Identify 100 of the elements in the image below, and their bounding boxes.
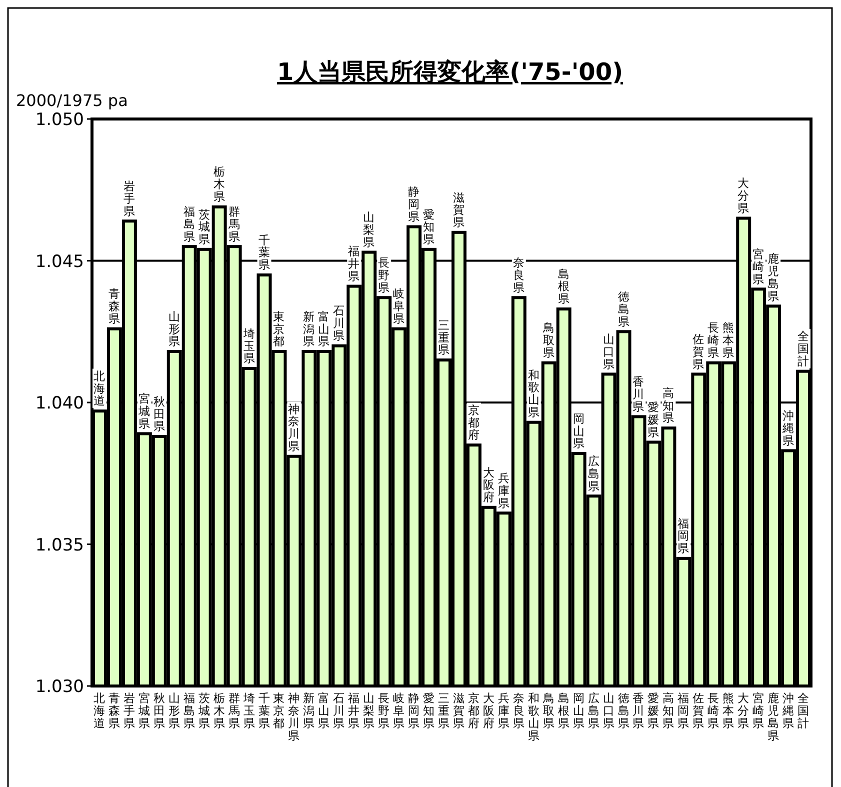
data-label: 滋賀県 [452, 190, 465, 230]
data-label: 長崎県 [708, 320, 720, 360]
data-label: 東京都 [273, 309, 286, 348]
x-tick-label: 富山県 [318, 691, 330, 730]
data-label: 愛知県 [423, 207, 436, 246]
data-label: 宮城県 [137, 392, 150, 430]
data-label: 香川県 [632, 374, 645, 414]
x-tick-label: 福井県 [348, 691, 360, 730]
data-label: 鹿児島県 [768, 252, 780, 303]
x-tick-label: 新潟県 [303, 691, 316, 730]
data-label: 岡山県 [572, 411, 585, 450]
data-label: 山口県 [602, 332, 615, 371]
data-label: 鳥取県 [542, 320, 555, 360]
data-label: 富山県 [318, 309, 330, 348]
x-tick-label: 香川県 [632, 691, 645, 730]
x-tick-label: 鹿児島県 [768, 691, 780, 742]
x-tick-label: 徳島県 [618, 691, 630, 730]
x-tick-label: 佐賀県 [692, 691, 705, 730]
x-tick-label: 群馬県 [227, 691, 240, 730]
x-tick-label: 沖縄県 [782, 691, 795, 730]
data-label: 大分県 [738, 176, 750, 215]
data-label: 山梨県 [363, 210, 376, 249]
data-label: 新潟県 [303, 309, 316, 348]
x-tick-label: 山梨県 [363, 691, 376, 730]
y-tick-label: 1.035 [35, 535, 84, 556]
data-label: 岩手県 [123, 178, 136, 218]
data-label: 三重県 [438, 318, 450, 357]
data-label: 福井県 [348, 244, 360, 283]
data-label: 兵庫県 [498, 470, 510, 510]
data-label: 高知県 [662, 386, 675, 425]
x-tick-label: 和歌山県 [528, 691, 540, 742]
x-tick-label: 青森県 [108, 691, 120, 730]
data-label: 宮崎県 [752, 246, 765, 286]
data-label: 佐賀県 [692, 332, 705, 371]
x-tick-label: 茨城県 [197, 691, 210, 730]
x-tick-label: 長野県 [378, 691, 390, 730]
x-tick-label: 兵庫県 [498, 691, 510, 730]
x-tick-label: 熊本県 [722, 691, 735, 730]
data-label: 千葉県 [258, 232, 270, 272]
x-tick-label: 島根県 [558, 691, 570, 730]
data-label: 愛媛県 [648, 400, 660, 439]
data-label: 埼玉県 [242, 326, 256, 366]
data-label: 神奈川県 [288, 402, 300, 454]
x-tick-label: 長崎県 [708, 691, 720, 730]
x-tick-label: 京都府 [468, 691, 480, 730]
x-tick-label: 愛媛県 [648, 691, 660, 730]
x-tick-label: 全国計 [798, 691, 810, 730]
x-tick-label: 岐阜県 [393, 691, 406, 730]
x-tick-label: 東京都 [273, 691, 286, 730]
data-label: 長野県 [378, 255, 390, 294]
data-label: 奈良県 [512, 255, 525, 294]
data-label: 大阪府 [482, 465, 495, 504]
y-axis-title: 2000/1975 pa [16, 91, 128, 110]
x-tick-label: 神奈川県 [288, 691, 300, 742]
x-tick-label: 福岡県 [678, 691, 690, 730]
data-label: 岐阜県 [393, 286, 406, 326]
x-tick-label: 愛知県 [423, 691, 436, 730]
data-label: 秋田県 [153, 394, 166, 434]
x-tick-label: 奈良県 [512, 691, 525, 730]
data-label: 全国計 [798, 329, 810, 368]
x-tick-label: 三重県 [438, 691, 450, 730]
x-tick-label: 鳥取県 [542, 691, 555, 730]
y-tick-label: 1.045 [35, 252, 84, 272]
data-label: 群馬県 [227, 204, 240, 244]
x-tick-label: 栃木県 [213, 691, 226, 730]
y-tick-label: 1.040 [35, 394, 84, 414]
data-label: 福岡県 [678, 516, 690, 556]
x-tick-label: 広島県 [588, 691, 600, 730]
data-label: 島根県 [558, 266, 570, 306]
chart-title: 1人当県民所得変化率('75-'00) [276, 58, 624, 86]
data-label: 静岡県 [408, 184, 420, 224]
x-tick-label: 山口県 [602, 691, 615, 730]
data-label: 京都府 [468, 402, 480, 442]
data-label: 沖縄県 [782, 408, 795, 448]
data-label: 栃木県 [213, 164, 226, 204]
x-tick-label: 宮崎県 [752, 691, 765, 730]
x-tick-label: 岩手県 [123, 691, 136, 730]
data-label: 熊本県 [722, 320, 735, 360]
x-tick-label: 静岡県 [408, 691, 420, 730]
x-tick-label: 大阪府 [482, 691, 495, 730]
y-tick-label: 1.050 [35, 110, 84, 130]
x-tick-label: 埼玉県 [242, 691, 256, 730]
data-label: 徳島県 [618, 289, 630, 328]
x-tick-label: 宮城県 [137, 691, 150, 730]
x-tick-label: 大分県 [738, 691, 750, 730]
data-label: 青森県 [108, 286, 120, 326]
data-label: 山形県 [168, 309, 180, 348]
x-tick-label: 千葉県 [258, 691, 270, 730]
x-tick-label: 高知県 [662, 691, 675, 730]
data-label: 茨城県 [197, 207, 210, 246]
y-tick-label: 1.030 [35, 677, 84, 697]
data-label: 北海道 [93, 368, 106, 408]
x-tick-label: 石川県 [333, 691, 346, 730]
x-tick-label: 秋田県 [153, 691, 166, 730]
data-label: 石川県 [333, 304, 346, 342]
x-tick-label: 岡山県 [572, 691, 585, 730]
x-tick-label: 北海道 [93, 691, 106, 730]
x-tick-label: 山形県 [168, 691, 180, 730]
x-tick-label: 滋賀県 [452, 691, 465, 730]
data-label: 広島県 [588, 454, 600, 493]
